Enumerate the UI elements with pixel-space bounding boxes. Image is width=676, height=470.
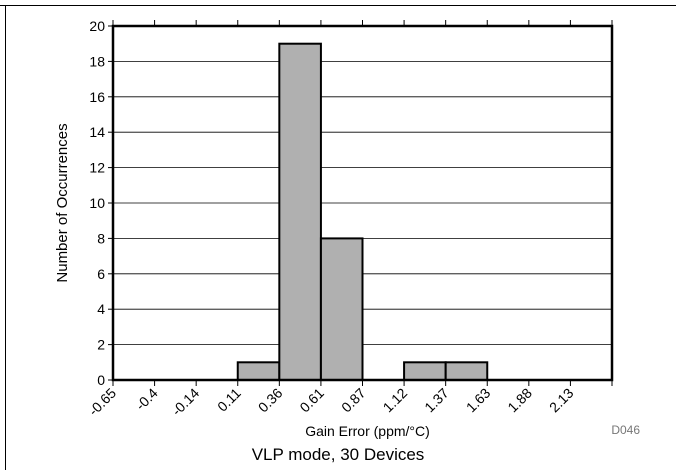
y-tick-label: 14 <box>89 124 105 140</box>
figure-id: D046 <box>611 423 640 437</box>
x-tick-label: 0.11 <box>214 385 244 415</box>
bar <box>444 361 489 381</box>
bars <box>236 42 489 381</box>
y-axis-label: Number of Occurrences <box>54 123 71 282</box>
y-tick-label: 16 <box>89 89 105 105</box>
x-tick-labels: -0.65 -0.4 -0.14 0.11 0.36 0.61 0.87 1.12 1.37 1.… <box>85 385 576 419</box>
y-tick-label: 10 <box>89 195 105 211</box>
y-tick-labels: 0 2 4 6 8 10 12 14 16 18 20 <box>89 18 105 388</box>
y-tick-label: 6 <box>97 266 105 282</box>
y-tick-label: 18 <box>89 53 105 69</box>
y-tick-label: 20 <box>89 18 105 34</box>
x-tick-label: 0.36 <box>255 385 286 416</box>
figure-caption: VLP mode, 30 Devices <box>251 445 425 464</box>
x-tick-label: 1.12 <box>380 385 411 416</box>
bar <box>278 42 322 381</box>
x-tick-label: 2.13 <box>546 385 577 416</box>
x-tick-label: -0.65 <box>85 385 119 419</box>
bar <box>319 237 364 381</box>
y-tick-label: 0 <box>97 372 105 388</box>
x-tick-label: 1.88 <box>504 385 535 416</box>
axes <box>108 20 614 386</box>
x-tick-label: 1.37 <box>421 385 452 416</box>
figure-left-rule <box>5 5 6 470</box>
x-tick-label: -0.14 <box>168 385 202 419</box>
bar <box>403 361 447 381</box>
y-tick-label: 4 <box>97 301 105 317</box>
histogram-chart: 0 2 4 6 8 10 12 14 16 18 20 -0.65 -0.4 -0.14 0.11 0.36… <box>54 18 640 439</box>
x-tick-label: 0.87 <box>338 385 369 416</box>
x-axis-label: Gain Error (ppm/°C) <box>305 423 430 439</box>
x-tick-label: 0.61 <box>296 385 327 416</box>
x-tick-label: -0.4 <box>132 385 161 414</box>
y-tick-label: 8 <box>97 230 105 246</box>
y-tick-label: 2 <box>97 337 105 353</box>
x-tick-label: 1.63 <box>463 385 494 416</box>
bar <box>236 361 281 381</box>
figure-top-rule <box>0 5 676 6</box>
y-tick-label: 12 <box>89 160 105 176</box>
